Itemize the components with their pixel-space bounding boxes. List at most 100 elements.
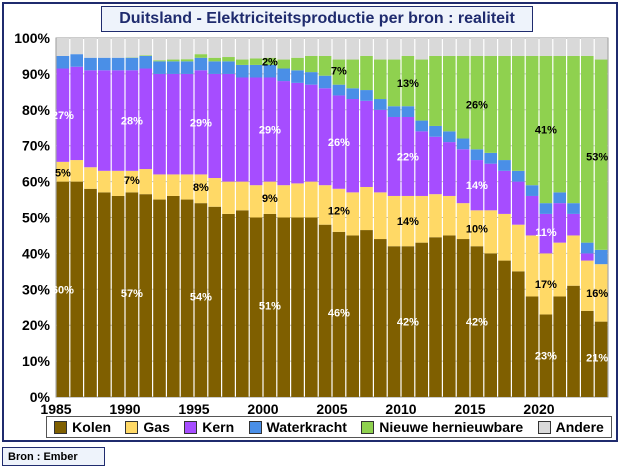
bar-segment-kern-2023 xyxy=(581,253,594,261)
bar-segment-kolen-1986 xyxy=(70,181,83,397)
y-tick-label: 0% xyxy=(30,389,51,405)
legend: Kolen Gas Kern Waterkracht Nieuwe hernieuwba… xyxy=(46,416,612,438)
bar-segment-gas-1993 xyxy=(167,174,180,196)
bar-segment-kern-2000 xyxy=(263,77,277,182)
data-label: 27% xyxy=(52,110,74,122)
data-label: 26% xyxy=(328,137,350,149)
bar-segment-kern-2015 xyxy=(470,160,484,211)
bar-segment-gas-1999 xyxy=(249,185,263,218)
bar-segment-gas-2012 xyxy=(429,194,442,238)
legend-label: Nieuwe hernieuwbare xyxy=(379,419,524,435)
bar-segment-andere-2010 xyxy=(401,38,415,56)
bar-segment-hernieuwbaar-1993 xyxy=(167,59,180,62)
bar-segment-hernieuwbaar-2009 xyxy=(387,59,401,107)
data-label: 14% xyxy=(466,180,488,192)
data-label: 51% xyxy=(259,300,281,312)
y-tick-label: 50% xyxy=(22,210,51,226)
bar-segment-water-2002 xyxy=(291,70,304,83)
bar-segment-kern-2012 xyxy=(429,136,442,195)
bar-segment-gas-2010 xyxy=(401,195,415,247)
legend-label: Andere xyxy=(555,419,604,435)
bar-segment-kolen-2000 xyxy=(263,213,277,397)
bar-segment-water-2018 xyxy=(512,170,525,182)
y-tick-label: 60% xyxy=(22,174,51,190)
bar-segment-gas-2024 xyxy=(594,264,608,322)
bar-segment-kern-2017 xyxy=(498,170,511,214)
legend-item-kern: Kern xyxy=(184,419,234,435)
bar-segment-kolen-2009 xyxy=(387,246,401,397)
bar-segment-kolen-1991 xyxy=(139,194,152,397)
bar-segment-gas-2011 xyxy=(415,195,428,243)
data-label: 22% xyxy=(397,151,419,163)
bar-segment-gas-2000 xyxy=(263,181,277,214)
bar-segment-water-2008 xyxy=(374,99,387,110)
data-label: 10% xyxy=(466,223,488,235)
bar-segment-kolen-2004 xyxy=(318,224,332,397)
bar-segment-gas-1994 xyxy=(180,174,194,200)
bar-segment-gas-1995 xyxy=(194,174,208,204)
bar-segment-water-1995 xyxy=(194,57,208,71)
bar-segment-kolen-2017 xyxy=(498,260,511,397)
bar-segment-kern-1986 xyxy=(70,66,83,161)
bar-segment-kolen-2013 xyxy=(443,235,456,397)
bar-segment-water-1992 xyxy=(153,61,166,74)
bar-segment-gas-1998 xyxy=(236,181,249,211)
bar-segment-kolen-2022 xyxy=(567,285,580,397)
bar-segment-hernieuwbaar-2024 xyxy=(594,59,608,250)
data-label: 42% xyxy=(466,317,488,329)
bar-segment-water-2021 xyxy=(553,192,566,204)
bar-segment-kern-2004 xyxy=(318,88,332,186)
bar-segment-andere-2004 xyxy=(318,38,332,56)
bar-segment-kern-1990 xyxy=(125,70,139,171)
bar-segment-hernieuwbaar-2007 xyxy=(360,55,373,91)
bar-segment-kern-2013 xyxy=(443,142,456,196)
legend-item-andere: Andere xyxy=(537,419,604,435)
bar-segment-hernieuwbaar-1998 xyxy=(236,59,249,65)
bar-segment-water-1994 xyxy=(180,61,194,74)
bar-segment-kern-1985 xyxy=(56,68,70,162)
bar-segment-water-2014 xyxy=(456,138,470,150)
bar-segment-hernieuwbaar-2006 xyxy=(346,59,359,89)
bar-segment-andere-2009 xyxy=(387,38,401,60)
bar-segment-andere-2020 xyxy=(539,38,553,56)
bar-segment-water-2005 xyxy=(332,84,346,96)
bar-segment-kern-1996 xyxy=(208,73,221,179)
bar-segment-kolen-1997 xyxy=(222,213,235,397)
bar-segment-water-2022 xyxy=(567,203,580,214)
data-label: 7% xyxy=(331,65,347,77)
bar-segment-andere-2023 xyxy=(581,38,594,56)
bar-segment-andere-2005 xyxy=(332,38,346,60)
bar-segment-kern-2019 xyxy=(525,195,539,236)
bar-segment-gas-1997 xyxy=(222,181,235,214)
y-tick-label: 70% xyxy=(22,138,51,154)
bar-segment-hernieuwbaar-2011 xyxy=(415,59,428,121)
legend-label: Waterkracht xyxy=(266,419,347,435)
bar-segment-kolen-2007 xyxy=(360,230,373,397)
bar-segment-gas-2009 xyxy=(387,195,401,247)
legend-swatch xyxy=(361,420,375,434)
bar-segment-andere-2002 xyxy=(291,38,304,58)
data-label: 53% xyxy=(586,151,608,163)
data-label: 42% xyxy=(397,317,419,329)
bar-segment-water-1988 xyxy=(98,57,111,71)
data-labels-group: 60% 57% 54% 51% 46% 42% 42% 23% 21% 5% 7% 8% 9% 12% 14… xyxy=(52,56,608,364)
bar-segment-andere-1987 xyxy=(84,38,97,58)
bar-segment-kolen-1995 xyxy=(194,203,208,397)
y-tick-label: 30% xyxy=(22,281,51,297)
bar-segment-hernieuwbaar-2004 xyxy=(318,55,332,76)
legend-item-kolen: Kolen xyxy=(54,419,111,435)
legend-item-water: Waterkracht xyxy=(248,419,347,435)
bar-segment-hernieuwbaar-1995 xyxy=(194,54,208,58)
bar-segment-andere-2019 xyxy=(525,38,539,56)
bar-segment-andere-1989 xyxy=(111,38,125,58)
bar-segment-water-2017 xyxy=(498,160,511,171)
bar-segment-hernieuwbaar-2016 xyxy=(484,55,497,153)
bar-segment-andere-2012 xyxy=(429,38,442,56)
bar-segment-kolen-2005 xyxy=(332,231,346,397)
bar-segment-kolen-2001 xyxy=(277,217,290,397)
bar-segment-kolen-1999 xyxy=(249,217,263,397)
bar-segment-andere-2007 xyxy=(360,38,373,56)
bar-segment-water-1989 xyxy=(111,57,125,71)
bar-segment-gas-1989 xyxy=(111,170,125,196)
bar-segment-andere-2015 xyxy=(470,38,484,56)
